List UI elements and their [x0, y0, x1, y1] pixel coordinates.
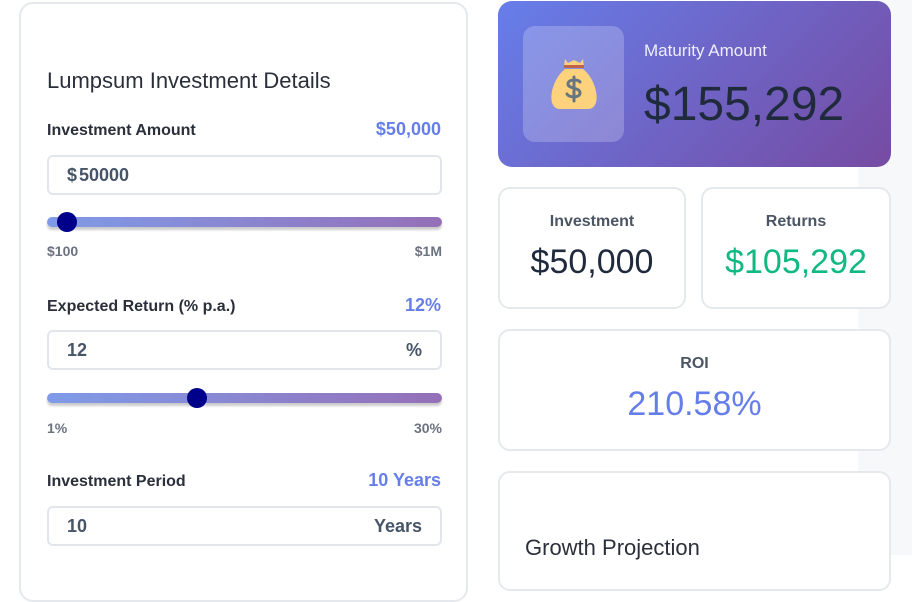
return-value: 12: [67, 339, 88, 360]
return-display: 12%: [404, 295, 441, 315]
returns-label: Returns: [765, 213, 827, 230]
returns-value: $105,292: [725, 243, 867, 281]
period-suffix: Years: [373, 515, 422, 536]
maturity-card: Maturity Amount $155,292: [498, 1, 891, 167]
return-slider[interactable]: [47, 388, 442, 408]
growth-projection-card: Growth Projection: [498, 471, 891, 591]
period-value: 10: [67, 515, 88, 536]
amount-label: Investment Amount: [47, 122, 196, 139]
return-max: 30%: [413, 420, 442, 436]
returns-card: Returns $105,292: [701, 187, 891, 309]
amount-value: 50000: [79, 164, 130, 185]
roi-label: ROI: [680, 355, 709, 372]
return-input[interactable]: 12%: [47, 330, 442, 370]
roi-value: 210.58%: [627, 385, 762, 423]
investment-card: Investment $50,000: [498, 187, 686, 309]
amount-slider[interactable]: [47, 212, 442, 232]
return-slider-thumb[interactable]: [187, 388, 208, 408]
panel-title: Lumpsum Investment Details: [47, 68, 331, 93]
amount-min: $100: [47, 243, 79, 259]
investment-details-panel: Lumpsum Investment Details Investment Am…: [19, 2, 468, 602]
roi-card: ROI 210.58%: [498, 329, 891, 451]
investment-label: Investment: [549, 213, 635, 230]
amount-slider-thumb[interactable]: [56, 212, 77, 232]
maturity-label: Maturity Amount: [644, 41, 767, 60]
investment-value: $50,000: [530, 243, 654, 281]
period-input[interactable]: 10 Years: [47, 506, 442, 546]
amount-display: $50,000: [375, 119, 441, 139]
return-label: Expected Return (% p.a.): [47, 298, 236, 315]
amount-input[interactable]: $50000: [47, 155, 442, 195]
maturity-value: $155,292: [644, 78, 845, 131]
money-bag-icon: [523, 26, 624, 142]
return-suffix: %: [405, 339, 422, 360]
period-display: 10 Years: [368, 470, 441, 490]
return-min: 1%: [47, 420, 68, 436]
period-label: Investment Period: [47, 473, 186, 490]
amount-max: $1M: [414, 243, 442, 259]
growth-title: Growth Projection: [525, 535, 700, 560]
currency-prefix: $: [67, 164, 78, 185]
